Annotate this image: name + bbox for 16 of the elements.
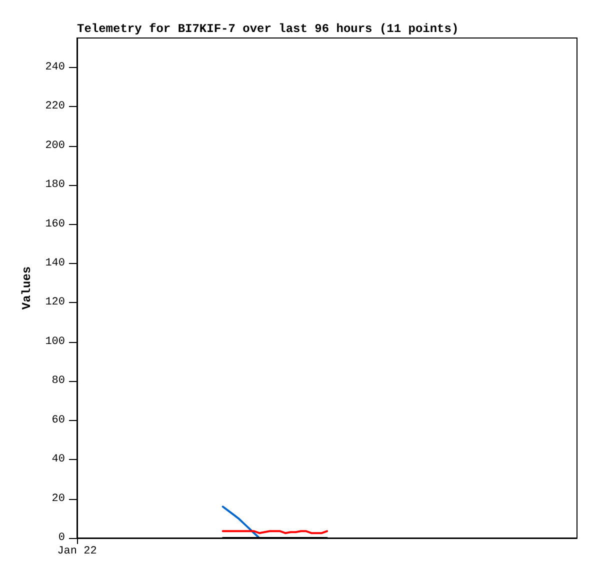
y-tick-label: 240 [45, 61, 65, 74]
y-tick-label: 140 [45, 257, 65, 270]
y-tick-label: 180 [45, 179, 65, 192]
y-tick-label: 20 [52, 492, 65, 505]
y-tick-label: 120 [45, 296, 65, 309]
y-tick-label: 60 [52, 414, 65, 426]
y-tick-label: 80 [52, 375, 65, 388]
y-tick-label: 220 [45, 100, 65, 113]
y-axis-title: Values [20, 266, 34, 310]
y-tick-label: 160 [45, 218, 65, 230]
x-tick-label: Jan 22 [57, 546, 97, 558]
chart-title: Telemetry for BI7KIF-7 over last 96 hours (11 points) [77, 22, 459, 36]
y-tick-label: 0 [58, 532, 65, 544]
y-tick-label: 200 [45, 140, 65, 152]
y-tick-label: 100 [45, 336, 65, 348]
y-tick-label: 40 [52, 454, 65, 466]
